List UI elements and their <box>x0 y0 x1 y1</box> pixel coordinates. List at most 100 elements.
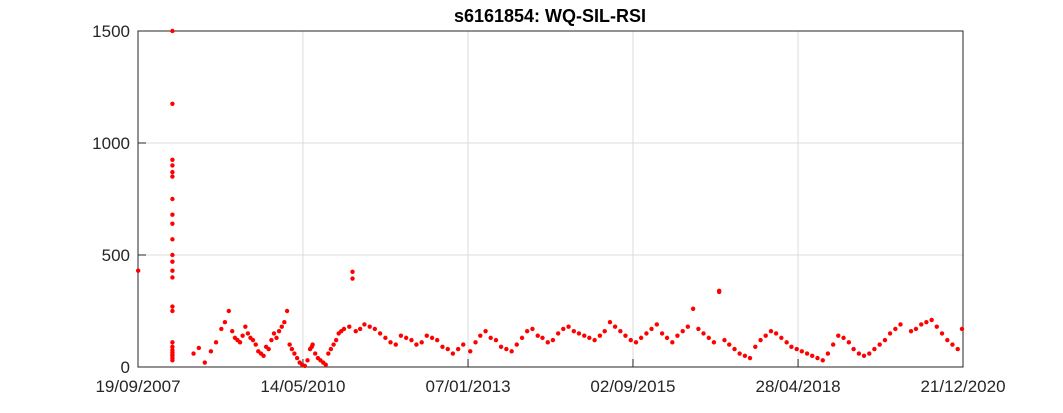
data-point <box>357 326 363 332</box>
data-point <box>331 342 336 347</box>
data-point <box>353 328 358 334</box>
data-point <box>440 344 445 350</box>
data-point <box>170 28 175 34</box>
data-point <box>213 340 219 345</box>
data-point <box>763 333 768 338</box>
data-point <box>939 331 945 336</box>
data-point <box>170 259 175 264</box>
data-point <box>245 331 251 336</box>
data-point <box>170 268 175 273</box>
data-point <box>628 337 633 343</box>
data-point <box>644 331 649 336</box>
data-point <box>170 157 175 162</box>
data-point <box>191 351 196 356</box>
x-tick-label: 28/04/2018 <box>756 377 841 396</box>
data-point <box>867 351 872 356</box>
x-tick-label: 07/01/2013 <box>425 377 510 396</box>
data-point <box>170 308 175 314</box>
data-point <box>473 340 478 345</box>
data-point <box>571 328 577 334</box>
data-point <box>851 346 856 352</box>
data-point <box>680 328 685 334</box>
data-point <box>455 346 461 352</box>
data-point <box>758 337 763 343</box>
data-point <box>561 326 566 332</box>
data-point <box>535 333 540 338</box>
y-tick-label: 1500 <box>92 22 130 41</box>
data-point <box>815 355 820 361</box>
data-point <box>934 324 939 329</box>
data-point <box>294 355 300 361</box>
data-point <box>913 326 919 332</box>
data-point <box>737 351 742 356</box>
data-point <box>333 337 339 343</box>
data-point <box>274 335 279 341</box>
data-point <box>722 337 727 343</box>
data-point <box>690 306 696 311</box>
data-point <box>493 337 499 343</box>
data-point <box>243 324 248 329</box>
data-point <box>659 331 665 336</box>
data-point <box>830 342 836 347</box>
data-point <box>347 324 352 329</box>
data-points <box>135 28 965 369</box>
data-point <box>468 349 473 354</box>
data-point <box>950 342 955 347</box>
data-point <box>706 335 711 341</box>
data-point <box>419 340 424 345</box>
data-point <box>701 331 706 336</box>
data-point <box>618 328 623 334</box>
data-point <box>711 340 717 345</box>
data-point <box>919 322 924 327</box>
data-point <box>269 337 274 343</box>
data-point <box>170 212 175 217</box>
data-point <box>810 353 815 358</box>
data-point <box>276 328 282 334</box>
data-point <box>794 346 799 352</box>
y-tick-label: 500 <box>102 246 130 265</box>
data-point <box>170 174 175 179</box>
data-point <box>623 333 628 338</box>
data-point <box>545 340 550 345</box>
data-point <box>566 324 571 329</box>
data-point <box>398 333 404 338</box>
data-point <box>861 353 867 358</box>
data-point <box>955 346 960 352</box>
plot-area-frame <box>137 30 964 368</box>
data-point <box>261 353 266 358</box>
data-point <box>237 340 243 345</box>
data-point <box>488 335 493 341</box>
data-point <box>747 355 753 361</box>
data-point <box>716 289 722 295</box>
data-point <box>732 346 737 352</box>
data-point <box>372 326 378 332</box>
data-point <box>219 326 224 332</box>
data-point <box>872 346 877 352</box>
data-point <box>877 342 882 347</box>
data-point <box>383 335 388 341</box>
x-tick-label: 19/09/2007 <box>95 377 180 396</box>
data-point <box>633 340 639 345</box>
data-point <box>582 333 587 338</box>
data-point <box>804 351 810 356</box>
data-point <box>208 349 214 354</box>
data-point <box>799 349 805 354</box>
data-point <box>685 324 691 329</box>
data-point <box>753 344 758 350</box>
data-point <box>929 317 934 323</box>
data-point <box>388 340 393 345</box>
data-point <box>670 340 675 345</box>
data-point <box>170 196 175 202</box>
x-axis: 19/09/2007 14/05/2010 07/01/2013 02/09/2015… <box>95 359 1006 396</box>
data-point <box>450 351 456 356</box>
data-point <box>367 324 372 329</box>
data-point <box>461 342 466 347</box>
data-point <box>170 101 175 107</box>
data-point <box>664 335 670 341</box>
data-point <box>555 331 561 336</box>
plot-area-background <box>138 31 963 367</box>
data-point <box>483 328 488 334</box>
data-point <box>945 337 950 343</box>
data-point <box>514 342 519 347</box>
